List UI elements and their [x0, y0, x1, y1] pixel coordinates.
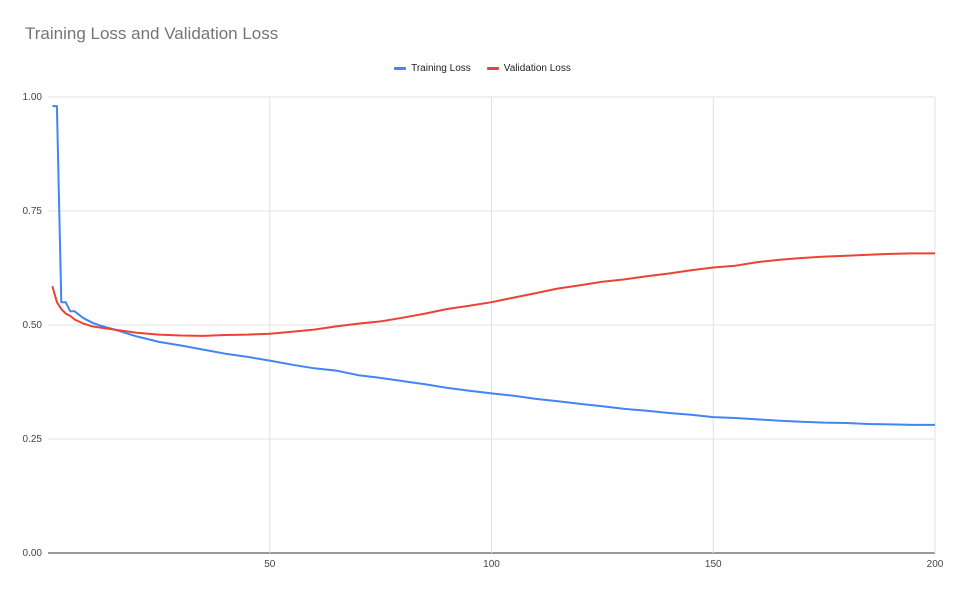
x-tick-label: 50: [264, 559, 276, 570]
legend-swatch-validation: [486, 67, 499, 70]
validation-loss-line: [51, 252, 935, 337]
x-tick-label: 100: [483, 559, 500, 570]
legend-item-training[interactable]: Training Loss: [394, 63, 471, 74]
y-tick-label: 1.00: [23, 92, 43, 103]
y-tick-label: 0.50: [23, 320, 43, 331]
training-loss-line: [52, 105, 935, 426]
y-tick-label: 0.00: [23, 548, 43, 559]
y-tick-label: 0.75: [23, 206, 43, 217]
legend-swatch-training: [394, 67, 407, 70]
chart-title: Training Loss and Validation Loss: [25, 24, 279, 43]
y-tick-label: 0.25: [23, 434, 43, 445]
x-tick-label: 150: [705, 559, 722, 570]
legend-item-validation[interactable]: Validation Loss: [486, 63, 571, 74]
x-tick-label: 200: [927, 559, 944, 570]
legend-label-validation: Validation Loss: [503, 63, 571, 74]
legend: Training Loss Validation Loss: [0, 63, 965, 74]
legend-label-training: Training Loss: [411, 63, 471, 74]
